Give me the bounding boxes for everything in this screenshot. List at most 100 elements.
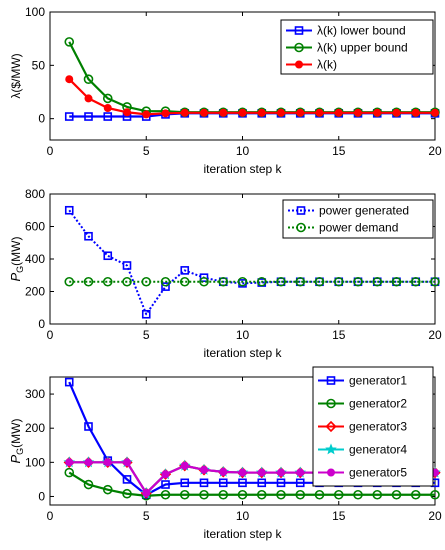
data-point bbox=[180, 478, 190, 488]
data-point bbox=[295, 478, 305, 488]
legend-marker bbox=[326, 398, 336, 409]
x-tick-label: 0 bbox=[47, 144, 54, 158]
data-point bbox=[219, 467, 228, 476]
data-point bbox=[431, 108, 439, 117]
data-point bbox=[199, 276, 209, 287]
data-point bbox=[257, 468, 266, 477]
data-point bbox=[161, 470, 170, 479]
data-point bbox=[65, 75, 74, 84]
data-point bbox=[199, 489, 209, 500]
data-point bbox=[219, 108, 228, 117]
legend-marker bbox=[294, 26, 304, 35]
y-tick-label: 600 bbox=[25, 220, 45, 234]
data-point bbox=[199, 273, 209, 282]
data-point bbox=[103, 112, 113, 121]
legend-marker bbox=[294, 42, 304, 53]
data-point bbox=[84, 231, 93, 241]
data-point bbox=[257, 478, 267, 488]
x-tick-label: 10 bbox=[236, 328, 250, 342]
data-point bbox=[122, 488, 132, 499]
series-power-demand bbox=[64, 276, 440, 287]
data-point bbox=[141, 276, 152, 287]
data-point bbox=[161, 109, 170, 118]
y-tick-label: 100 bbox=[25, 5, 45, 19]
y-tick-label: 0 bbox=[38, 317, 45, 331]
data-point bbox=[276, 276, 286, 287]
data-point bbox=[122, 261, 132, 270]
x-tick-label: 5 bbox=[143, 328, 150, 342]
data-point bbox=[238, 468, 247, 477]
data-point bbox=[102, 484, 113, 495]
data-point bbox=[430, 276, 440, 287]
legend-label: λ(k) bbox=[317, 58, 337, 72]
legend-label: generator4 bbox=[349, 443, 407, 457]
data-point bbox=[160, 489, 171, 500]
y-tick-label: 200 bbox=[25, 421, 45, 435]
data-point bbox=[218, 276, 229, 287]
data-point bbox=[180, 461, 189, 470]
y-tick-label: 400 bbox=[25, 252, 45, 266]
x-tick-label: 15 bbox=[332, 509, 346, 523]
x-axis-label: iteration step k bbox=[203, 162, 282, 176]
data-point bbox=[103, 251, 113, 261]
x-tick-label: 15 bbox=[332, 144, 346, 158]
data-point bbox=[64, 276, 75, 287]
x-tick-label: 10 bbox=[236, 144, 250, 158]
y-tick-label: 100 bbox=[25, 455, 45, 469]
legend: λ(k) lower bound λ(k) upper bound λ(k) bbox=[280, 19, 434, 75]
x-axis-label: iteration step k bbox=[203, 527, 282, 541]
data-point bbox=[64, 37, 75, 47]
data-point bbox=[410, 489, 421, 500]
legend-label: power demand bbox=[319, 221, 398, 235]
data-point bbox=[391, 489, 402, 500]
data-point bbox=[238, 108, 247, 117]
x-tick-label: 5 bbox=[143, 144, 150, 158]
data-point bbox=[392, 108, 401, 117]
x-tick-label: 20 bbox=[428, 144, 442, 158]
y-tick-label: 0 bbox=[38, 489, 45, 503]
data-point bbox=[372, 276, 383, 287]
data-point bbox=[83, 74, 94, 84]
data-point bbox=[103, 458, 112, 467]
legend: generator1 generator2 generator3 generator4… bbox=[312, 366, 434, 487]
data-point bbox=[354, 108, 362, 117]
x-tick-label: 15 bbox=[332, 328, 346, 342]
data-point bbox=[411, 108, 420, 117]
data-point bbox=[161, 282, 170, 291]
legend-label: generator2 bbox=[349, 397, 407, 411]
data-point bbox=[64, 112, 74, 121]
x-tick-label: 20 bbox=[428, 328, 442, 342]
data-point bbox=[295, 489, 306, 500]
legend-label: generator1 bbox=[349, 374, 407, 388]
data-point bbox=[430, 489, 440, 500]
data-point bbox=[64, 467, 75, 478]
data-point bbox=[142, 110, 151, 119]
data-point bbox=[180, 266, 190, 275]
data-point bbox=[84, 94, 93, 103]
data-point bbox=[256, 489, 267, 500]
legend-marker bbox=[326, 376, 336, 385]
data-point bbox=[84, 458, 93, 467]
y-tick-label: 0 bbox=[38, 112, 45, 126]
legend-marker bbox=[295, 60, 303, 69]
data-point bbox=[238, 478, 247, 488]
data-point bbox=[179, 489, 190, 500]
data-point bbox=[123, 108, 131, 117]
data-point bbox=[276, 478, 286, 488]
legend-box bbox=[282, 199, 434, 239]
data-point bbox=[277, 468, 285, 477]
data-point bbox=[276, 489, 286, 500]
data-point bbox=[83, 479, 94, 490]
legend-label: power generated bbox=[319, 204, 409, 218]
legend-label: generator5 bbox=[349, 466, 407, 480]
legend-marker bbox=[296, 222, 306, 233]
legend-label: λ(k) lower bound bbox=[317, 24, 406, 38]
data-point bbox=[200, 465, 208, 474]
y-axis-label: λ($/MW) bbox=[9, 53, 23, 98]
data-point bbox=[102, 276, 113, 287]
data-point bbox=[277, 108, 285, 117]
chart-1: 0 5 10 15 20 0 50 100 iteration step k λ($/MW) λ(k… bbox=[9, 5, 442, 176]
x-axis-label: iteration step k bbox=[203, 346, 282, 360]
legend-marker bbox=[325, 420, 337, 433]
